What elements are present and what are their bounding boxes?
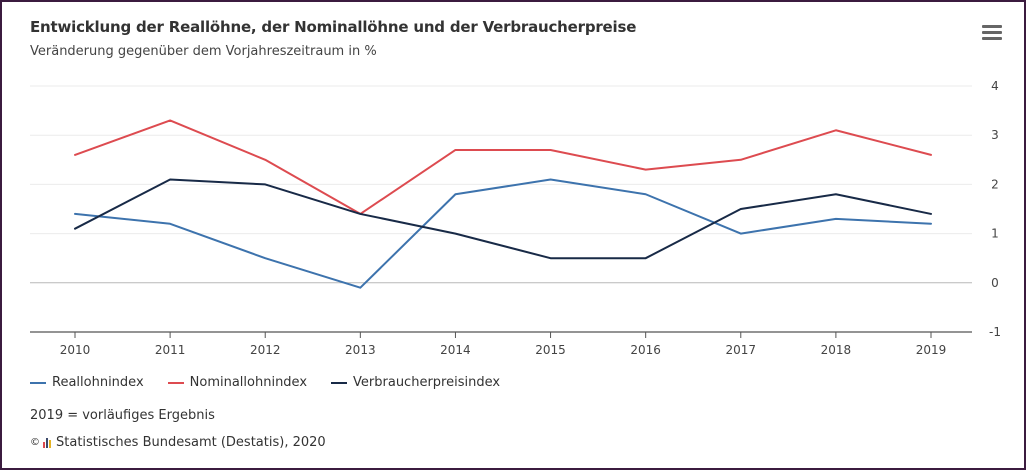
legend-label: Verbraucherpreisindex [353, 375, 501, 390]
x-tick-label: 2018 [821, 343, 852, 357]
y-tick-label: 1 [991, 227, 999, 241]
destatis-logo-icon [43, 437, 52, 448]
x-tick-label: 2015 [535, 343, 566, 357]
legend-item[interactable]: Reallohnindex [30, 375, 144, 390]
x-tick-label: 2012 [250, 343, 281, 357]
x-tick-label: 2013 [345, 343, 376, 357]
legend-item[interactable]: Verbraucherpreisindex [331, 375, 500, 390]
x-tick-label: 2019 [916, 343, 947, 357]
credits-text: Statistisches Bundesamt (Destatis), 2020 [56, 435, 326, 450]
legend: Reallohnindex Nominallohnindex Verbraucher… [30, 375, 500, 390]
x-tick-label: 2016 [630, 343, 661, 357]
x-tick-label: 2017 [726, 343, 757, 357]
series-line-nominallohnindex [74, 119, 932, 215]
y-tick-label: 2 [991, 177, 999, 191]
chart-title: Entwicklung der Reallöhne, der Nominallö… [30, 18, 637, 36]
x-tick-label: 2014 [440, 343, 471, 357]
footnote: 2019 = vorläufiges Ergebnis [30, 408, 215, 423]
x-tick-label: 2010 [60, 343, 91, 357]
series-line-reallohnindex [74, 178, 932, 289]
series-line-verbraucherpreisindex [74, 178, 932, 260]
legend-swatch [167, 381, 184, 384]
legend-item[interactable]: Nominallohnindex [167, 375, 308, 390]
y-tick-label: 0 [991, 276, 999, 290]
legend-label: Reallohnindex [52, 375, 144, 390]
credits[interactable]: © Statistisches Bundesamt (Destatis), 20… [30, 435, 326, 450]
y-tick-label: -1 [989, 325, 1001, 339]
legend-swatch [30, 381, 46, 384]
y-tick-label: 4 [991, 79, 999, 93]
chart-subtitle: Veränderung gegenüber dem Vorjahreszeitr… [30, 44, 377, 59]
x-tick-label: 2011 [155, 343, 186, 357]
legend-swatch [331, 381, 348, 384]
legend-label: Nominallohnindex [189, 375, 308, 390]
y-tick-label: 3 [991, 128, 999, 142]
copyright-symbol: © [30, 437, 40, 448]
hamburger-menu-icon[interactable] [982, 25, 1002, 41]
